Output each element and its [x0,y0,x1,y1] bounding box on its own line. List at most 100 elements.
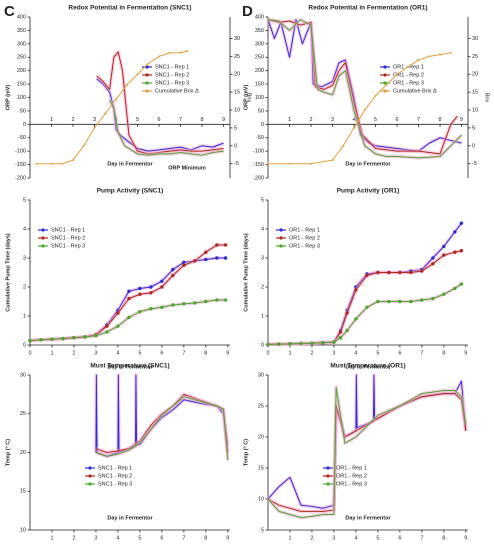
x-tick-label: 4 [116,535,119,541]
data-point [332,340,336,344]
y-tick-label: 200 [255,68,264,74]
x-tick-label: 1 [288,535,291,541]
data-point [138,286,142,291]
data-point [215,298,219,302]
panel-label: C [4,3,15,20]
data-point [431,296,435,301]
series-line [109,99,224,156]
x-axis-label: Day in Fermentor [107,364,153,370]
y-tick-label: 5 [261,527,264,533]
legend-label: SNC1 - Rep 3 [155,80,189,86]
y-tick-label: -200 [253,175,264,181]
x-tick-label: 9 [464,350,467,356]
x-tick-label: 5 [138,535,141,541]
x-tick-label: 8 [439,117,442,123]
data-point [453,250,457,254]
data-point [363,109,366,112]
data-point [365,305,369,309]
legend-label: SNC1 - Rep 1 [98,465,132,471]
data-point [94,334,98,338]
chart-title: Must Temperature (SNC1) [90,363,169,370]
y2-tick-label: 25 [472,54,478,60]
x-tick-label: 0 [28,350,31,356]
x-tick-label: 7 [420,535,423,541]
y-tick-label: -150 [15,162,26,168]
data-point [215,256,219,260]
x-tick-label: 7 [182,350,185,356]
y-tick-label: 3 [23,255,26,261]
y2-tick-label: 5 [472,125,475,131]
x-tick-label: 4 [354,350,357,356]
y-axis-label: Cumulative Pump Time (days) [5,233,11,312]
y-tick-label: 400 [255,14,264,20]
data-point [149,285,153,289]
y2-tick-label: 10 [234,107,240,113]
y-tick-label: 150 [255,82,264,88]
y-tick-label: -100 [253,149,264,155]
x-tick-label: 2 [72,535,75,541]
x-tick-label: 2 [309,117,312,123]
panel-label: D [242,3,253,20]
legend-label: SNC1 - Rep 2 [98,473,132,479]
y-tick-label: 250 [17,55,26,61]
data-point [439,53,442,56]
data-point [61,162,64,165]
y2-tick-label: -5 [472,161,477,167]
y2-tick-label: 0 [472,143,475,149]
y-tick-label: 1 [23,313,26,319]
data-point [223,256,228,260]
data-point [310,341,314,345]
x-tick-label: 1 [50,350,53,356]
y-tick-label: 350 [255,28,264,34]
data-point [428,55,431,58]
legend-label: OR1 - Rep 2 [289,235,320,241]
data-point [193,301,197,305]
x-tick-label: 6 [160,350,163,356]
y2-axis-label: Brix [246,93,252,103]
x-axis-label: Day in Fermentor [107,515,153,521]
legend-marker [41,244,45,248]
data-point [453,230,457,234]
legend-label: SNC1 - Rep 3 [51,243,85,249]
x-tick-label: 1 [288,117,291,123]
data-point [127,296,131,301]
x-tick-label: 8 [442,535,445,541]
data-point [171,267,175,272]
legend-marker [41,228,45,232]
y-tick-label: 0 [23,122,26,128]
data-point [93,126,96,129]
y-tick-label: 350 [17,28,26,34]
y-tick-label: 200 [17,68,26,74]
legend-marker [326,466,330,470]
x-tick-label: 2 [310,535,313,541]
data-point [431,262,435,266]
data-point [72,336,76,340]
data-point [35,162,38,165]
chart-title: Pump Activity (SNC1) [97,188,164,195]
data-point [204,250,208,254]
x-tick-label: 7 [417,117,420,123]
data-point [331,159,334,162]
data-point [160,279,164,283]
y2-tick-label: 25 [234,54,240,60]
x-tick-label: 5 [376,535,379,541]
chart-title: Must Temperature (OR1) [330,363,405,370]
data-point [288,162,291,165]
error-band [267,282,463,347]
data-point [50,162,53,165]
data-point [406,66,409,69]
legend-marker [326,482,330,486]
x-tick-label: 3 [94,535,97,541]
series-line [96,78,224,152]
data-point [338,336,343,340]
data-point [345,328,349,333]
legend-marker [145,81,149,85]
data-point [171,273,175,278]
legend-label: Cumulative Brix Δ [393,88,437,94]
y2-axis-label: Brix [484,93,490,103]
x-tick-label: 3 [94,350,97,356]
x-tick-label: 1 [50,117,53,123]
y-tick-label: 15 [20,489,26,495]
legend-marker [279,236,283,240]
